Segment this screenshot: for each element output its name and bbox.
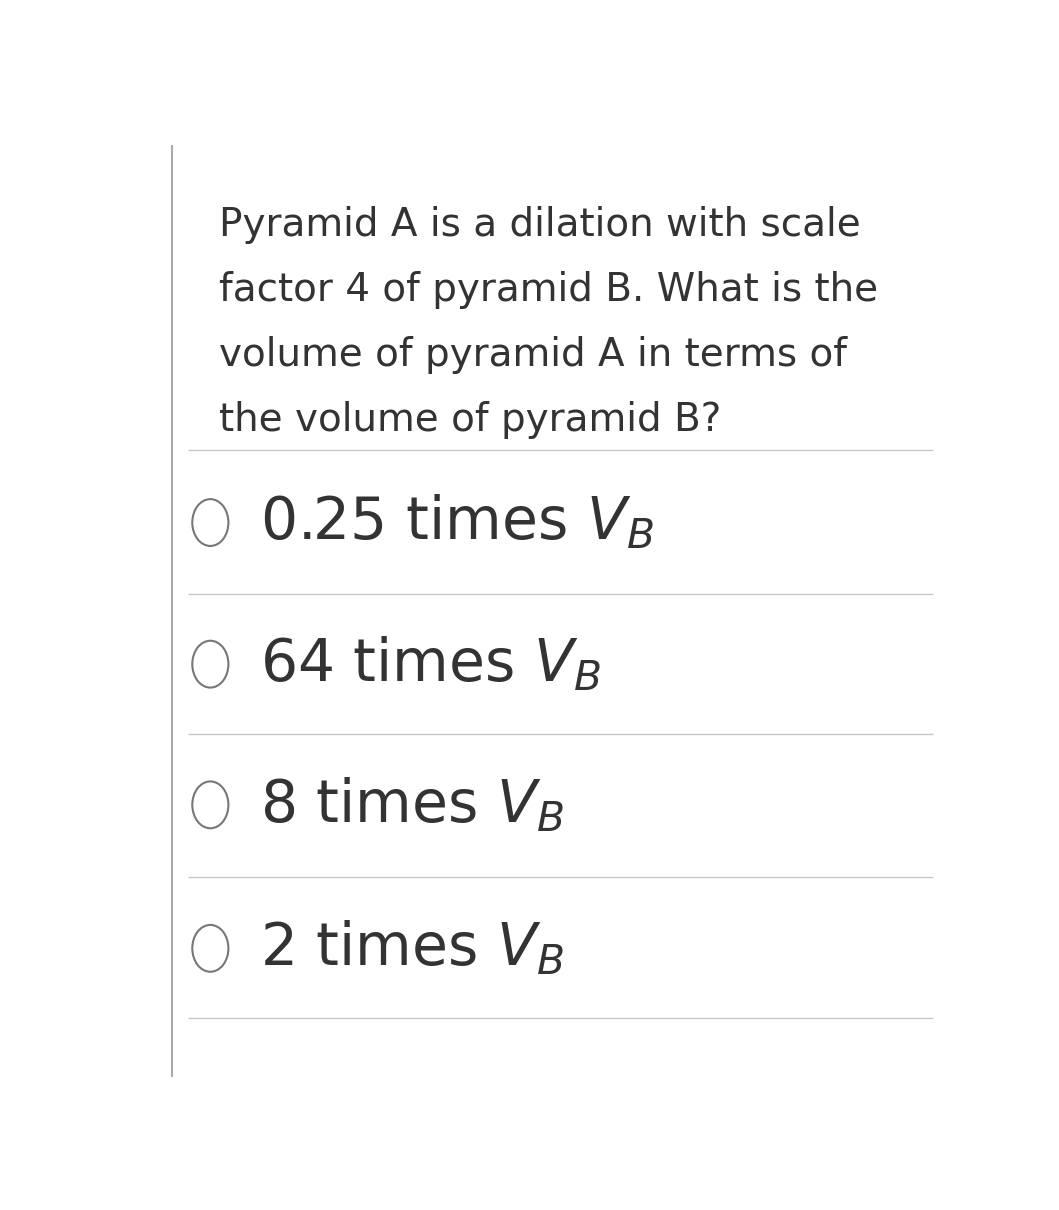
Text: 0.25 times $V_B$: 0.25 times $V_B$	[259, 494, 653, 552]
Text: 64 times $V_B$: 64 times $V_B$	[259, 635, 600, 693]
Text: the volume of pyramid B?: the volume of pyramid B?	[218, 402, 721, 439]
Text: volume of pyramid A in terms of: volume of pyramid A in terms of	[218, 336, 846, 374]
Text: 8 times $V_B$: 8 times $V_B$	[259, 776, 563, 834]
Text: factor 4 of pyramid B. What is the: factor 4 of pyramid B. What is the	[218, 271, 878, 309]
Text: Pyramid A is a dilation with scale: Pyramid A is a dilation with scale	[218, 206, 860, 243]
Text: 2 times $V_B$: 2 times $V_B$	[259, 920, 563, 978]
